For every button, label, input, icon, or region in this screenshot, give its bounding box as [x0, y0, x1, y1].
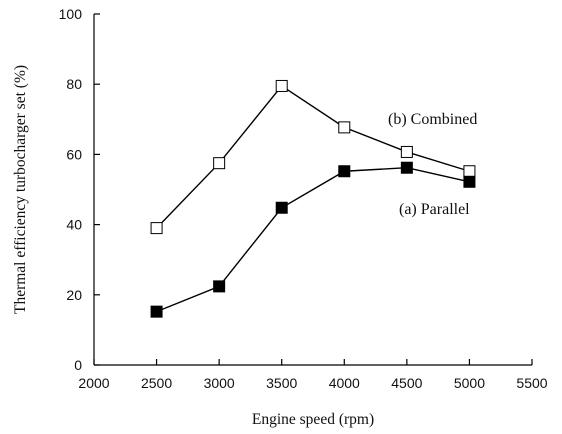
data-point	[150, 305, 163, 318]
data-point	[275, 79, 288, 92]
y-tick-label: 0	[74, 357, 82, 373]
y-tick-label: 20	[66, 287, 82, 303]
x-tick-label: 3500	[266, 375, 297, 391]
data-point	[338, 165, 351, 178]
series-group	[150, 79, 476, 318]
x-tick-label: 2000	[78, 375, 109, 391]
x-tick-label: 3000	[204, 375, 235, 391]
data-point	[150, 222, 163, 235]
series-0	[150, 79, 476, 235]
y-tick-label: 80	[66, 76, 82, 92]
x-tick-label: 5000	[454, 375, 485, 391]
data-point	[213, 280, 226, 293]
series-line	[156, 167, 470, 313]
labels: Engine speed (rpm) Thermal efficiency tu…	[12, 65, 477, 428]
series-label-combined: (b) Combined	[388, 111, 477, 128]
data-point	[463, 175, 476, 188]
data-point	[338, 121, 351, 134]
axes: 0 20 40 60 80 100 2000 2500 3000 3500 4000 4500 5000…	[59, 6, 548, 391]
x-tick-label: 4000	[329, 375, 360, 391]
x-tick-label: 5500	[516, 375, 547, 391]
data-point	[400, 161, 413, 174]
series-label-parallel: (a) Parallel	[399, 201, 470, 218]
series-line	[156, 85, 470, 229]
data-point	[400, 145, 413, 158]
data-point	[463, 165, 476, 178]
x-tick-label: 2500	[141, 375, 172, 391]
data-point	[213, 157, 226, 170]
y-tick-label: 40	[66, 217, 82, 233]
y-axis-title: Thermal efficiency turbocharger set (%)	[12, 65, 29, 314]
x-axis-title: Engine speed (rpm)	[252, 411, 374, 428]
data-point	[275, 201, 288, 214]
x-tick-label: 4500	[391, 375, 422, 391]
series-1	[150, 161, 476, 318]
y-tick-label: 100	[59, 6, 83, 22]
y-tick-label: 60	[66, 146, 82, 162]
